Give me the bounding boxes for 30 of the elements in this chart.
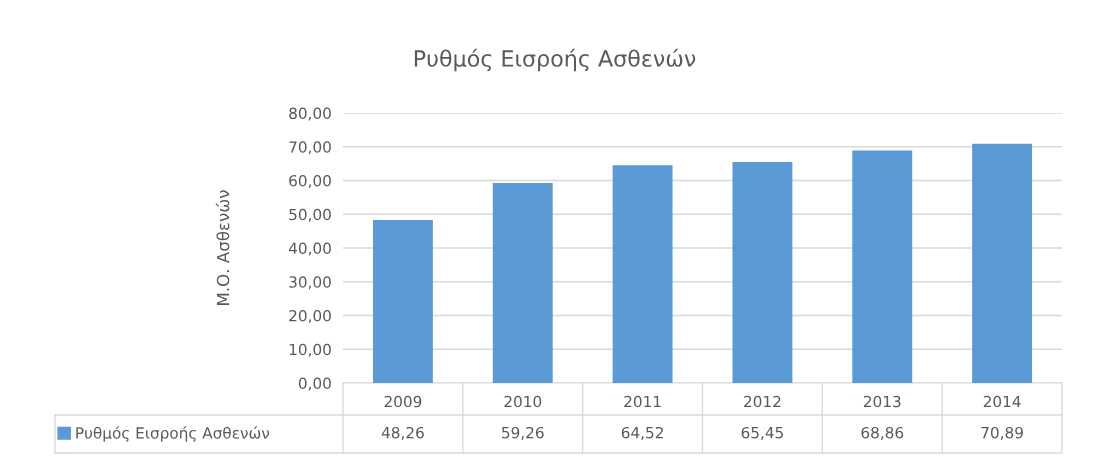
y-tick-label: 40,00 (288, 242, 331, 256)
y-tick-label: 30,00 (289, 276, 331, 290)
x-tick-label: 2012 (744, 395, 781, 408)
chart-title: Ρυθμός Εισροής Ασθενών (414, 48, 696, 72)
legend-label: Ρυθμός Εισροής Ασθενών (76, 426, 270, 442)
x-tick-label: 2010 (504, 395, 542, 408)
y-tick-label: 80,00 (289, 107, 331, 121)
y-tick-label: 60,00 (289, 174, 331, 189)
x-tick-label: 2013 (863, 395, 901, 408)
bar (492, 183, 553, 383)
y-tick-label: 50,00 (289, 208, 331, 222)
y-tick-label: 10,00 (289, 343, 331, 357)
y-tick-label: 70,00 (289, 141, 331, 155)
y-tick-label: 0,00 (298, 377, 331, 391)
data-label: 65,45 (741, 426, 783, 440)
y-tick-label: 20,00 (289, 309, 331, 324)
x-tick-label: 2014 (983, 395, 1021, 408)
data-label: 64,52 (621, 426, 663, 440)
x-tick-label: 2011 (624, 395, 661, 408)
data-label: 68,86 (861, 426, 904, 440)
x-tick-label: 2009 (384, 395, 422, 408)
bar (732, 162, 793, 383)
bar (972, 143, 1033, 383)
data-label: 59,26 (502, 426, 544, 440)
y-axis-title: Μ.Ο. Ασθενών (215, 190, 230, 305)
bar (612, 165, 673, 383)
bar (372, 220, 433, 383)
data-label: 48,26 (381, 426, 424, 440)
data-label: 70,89 (981, 426, 1023, 440)
bar (852, 150, 913, 383)
